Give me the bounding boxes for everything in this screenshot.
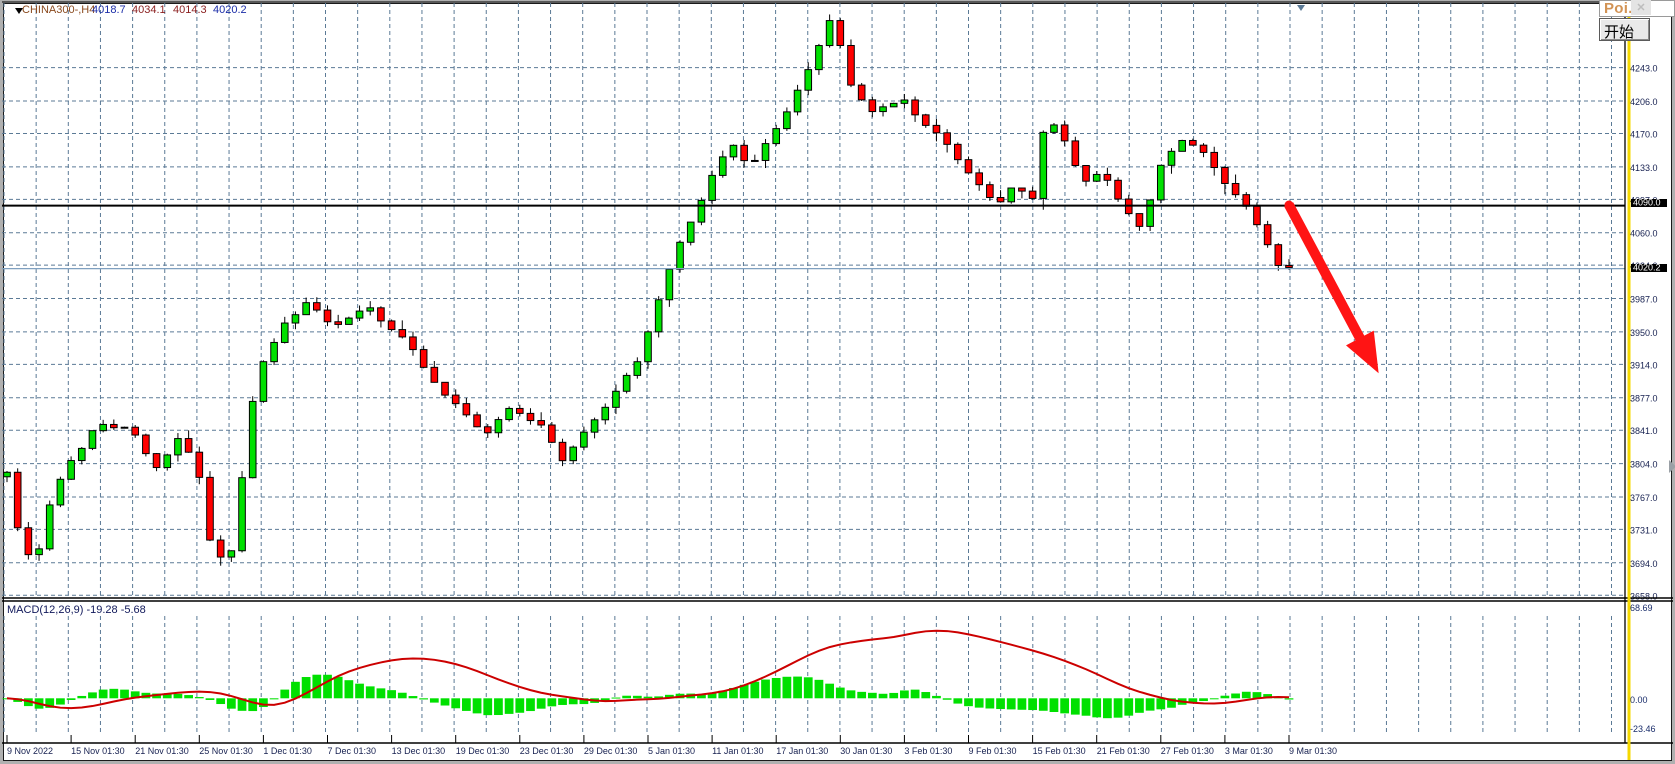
- svg-text:4060.0: 4060.0: [1630, 229, 1658, 239]
- svg-text:27 Feb 01:30: 27 Feb 01:30: [1161, 746, 1214, 756]
- svg-text:0.00: 0.00: [1630, 695, 1648, 705]
- svg-text:5 Jan 01:30: 5 Jan 01:30: [648, 746, 695, 756]
- svg-text:15 Nov 01:30: 15 Nov 01:30: [71, 746, 125, 756]
- svg-text:1 Dec 01:30: 1 Dec 01:30: [263, 746, 312, 756]
- svg-text:CHINA300-,H4: CHINA300-,H4: [22, 4, 95, 16]
- svg-text:4090.0: 4090.0: [1633, 198, 1661, 208]
- svg-text:4170.0: 4170.0: [1630, 129, 1658, 139]
- svg-text:3877.0: 3877.0: [1630, 394, 1658, 404]
- svg-text:4020.2: 4020.2: [1633, 263, 1661, 273]
- svg-text:4020.2: 4020.2: [213, 4, 247, 16]
- svg-text:21 Nov 01:30: 21 Nov 01:30: [135, 746, 189, 756]
- svg-text:9 Mar 01:30: 9 Mar 01:30: [1289, 746, 1337, 756]
- svg-text:4014.3: 4014.3: [173, 4, 207, 16]
- svg-text:4206.0: 4206.0: [1630, 97, 1658, 107]
- svg-text:30 Jan 01:30: 30 Jan 01:30: [840, 746, 892, 756]
- svg-text:17 Jan 01:30: 17 Jan 01:30: [776, 746, 828, 756]
- svg-text:9 Feb 01:30: 9 Feb 01:30: [969, 746, 1017, 756]
- svg-text:-23.46: -23.46: [1630, 724, 1656, 734]
- svg-text:3841.0: 3841.0: [1630, 426, 1658, 436]
- svg-text:3694.0: 3694.0: [1630, 559, 1658, 569]
- svg-text:3914.0: 3914.0: [1630, 360, 1658, 370]
- svg-text:3767.0: 3767.0: [1630, 493, 1658, 503]
- svg-text:15 Feb 01:30: 15 Feb 01:30: [1033, 746, 1086, 756]
- svg-text:68.69: 68.69: [1630, 603, 1653, 613]
- svg-text:3804.0: 3804.0: [1630, 460, 1658, 470]
- svg-text:4133.0: 4133.0: [1630, 163, 1658, 173]
- svg-text:3987.0: 3987.0: [1630, 295, 1658, 305]
- svg-text:MACD(12,26,9) -19.28 -5.68: MACD(12,26,9) -19.28 -5.68: [7, 604, 146, 616]
- svg-text:4243.0: 4243.0: [1630, 64, 1658, 74]
- svg-text:3 Feb 01:30: 3 Feb 01:30: [904, 746, 952, 756]
- svg-text:25 Nov 01:30: 25 Nov 01:30: [199, 746, 253, 756]
- svg-text:4018.7: 4018.7: [92, 4, 126, 16]
- svg-text:9 Nov 2022: 9 Nov 2022: [7, 746, 53, 756]
- svg-text:3658.0: 3658.0: [1630, 591, 1658, 601]
- svg-text:7 Dec 01:30: 7 Dec 01:30: [328, 746, 377, 756]
- svg-text:3950.0: 3950.0: [1630, 328, 1658, 338]
- svg-text:13 Dec 01:30: 13 Dec 01:30: [392, 746, 446, 756]
- svg-text:23 Dec 01:30: 23 Dec 01:30: [520, 746, 574, 756]
- svg-text:3731.0: 3731.0: [1630, 525, 1658, 535]
- svg-text:29 Dec 01:30: 29 Dec 01:30: [584, 746, 638, 756]
- svg-text:19 Dec 01:30: 19 Dec 01:30: [456, 746, 510, 756]
- svg-text:3 Mar 01:30: 3 Mar 01:30: [1225, 746, 1273, 756]
- svg-text:21 Feb 01:30: 21 Feb 01:30: [1097, 746, 1150, 756]
- svg-text:11 Jan 01:30: 11 Jan 01:30: [712, 746, 763, 756]
- svg-text:4034.1: 4034.1: [132, 4, 166, 16]
